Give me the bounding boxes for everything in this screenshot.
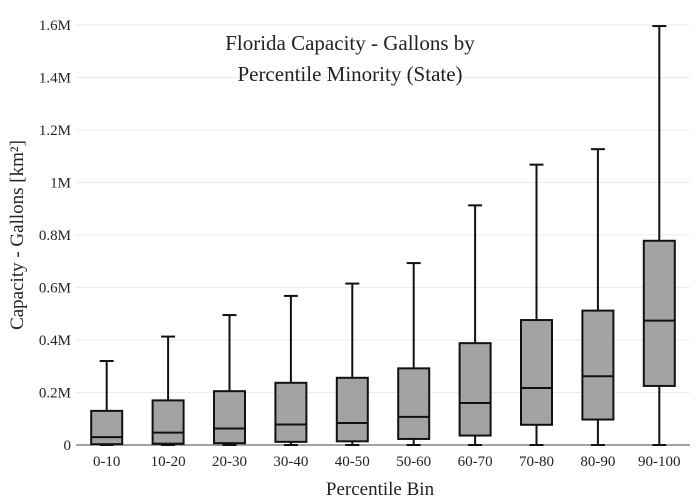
iqr-box [458,342,492,437]
y-tick-label: 1M [50,176,71,192]
iqr-box [90,409,124,446]
box-0-10 [90,360,124,446]
y-tick-label: 0.2M [39,386,71,402]
y-tick-label: 1.4M [39,71,71,87]
x-tick-label: 10-20 [151,454,186,470]
y-grid-lines [76,24,690,393]
box-10-20 [151,335,185,446]
x-tick-label: 60-70 [458,454,493,470]
x-tick-label: 80-90 [580,454,615,470]
x-tick-label: 40-50 [335,454,370,470]
y-tick-label: 0.8M [39,228,71,244]
iqr-box [274,381,308,443]
box-50-60 [397,262,431,446]
y-tick-label: 1.6M [39,18,71,34]
iqr-box [151,399,185,445]
x-tick-label: 20-30 [212,454,247,470]
x-tick-label: 70-80 [519,454,554,470]
y-tick-labels: 0 0.2M 0.4M 0.6M 0.8M 1M 1.2M 1.4M 1.6M [39,18,71,454]
x-tick-labels: 0-10 10-20 20-30 30-40 40-50 50-60 60-70 70-80 8… [93,454,681,470]
y-tick-label: 0.4M [39,333,71,349]
box-30-40 [274,294,308,446]
y-tick-label: 0.6M [39,281,71,297]
x-axis-title: Percentile Bin [326,479,435,500]
y-axis-title: Capacity - Gallons [km²] [7,140,28,330]
box-90-100 [642,25,676,446]
iqr-box [213,390,246,445]
chart-title-line-2: Percentile Minority (State) [237,62,462,86]
x-tick-label: 0-10 [93,454,121,470]
iqr-box [397,367,431,440]
iqr-box [581,309,615,421]
box-80-90 [581,148,615,446]
y-tick-label: 0 [64,438,72,454]
x-tick-label: 90-100 [638,454,681,470]
box-60-70 [458,204,492,446]
x-tick-label: 30-40 [273,454,308,470]
iqr-box [520,319,553,426]
y-tick-label: 1.2M [39,123,71,139]
iqr-box [335,376,369,443]
x-tick-label: 50-60 [396,454,431,470]
iqr-box [642,239,676,387]
box-series [90,25,676,446]
box-70-80 [520,163,553,446]
chart-title-line-1: Florida Capacity - Gallons by [225,31,475,55]
box-40-50 [335,282,369,446]
box-20-30 [213,314,246,446]
